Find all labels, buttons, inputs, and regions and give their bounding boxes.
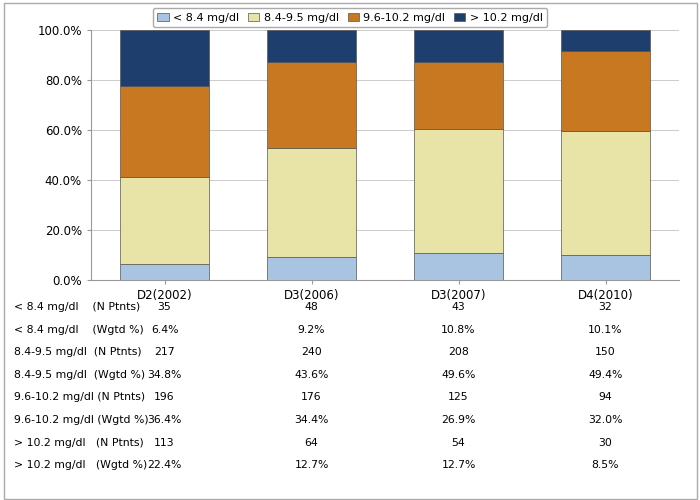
Bar — [414, 62, 503, 129]
Text: < 8.4 mg/dl    (Wgtd %): < 8.4 mg/dl (Wgtd %) — [14, 325, 144, 335]
Text: 64: 64 — [304, 438, 318, 448]
Text: 22.4%: 22.4% — [147, 460, 182, 470]
Text: 12.7%: 12.7% — [441, 460, 476, 470]
Bar — [414, 253, 503, 280]
Text: 240: 240 — [301, 348, 322, 358]
Text: 8.5%: 8.5% — [592, 460, 620, 470]
Bar — [120, 86, 209, 177]
Text: 176: 176 — [301, 392, 322, 402]
Text: 54: 54 — [452, 438, 466, 448]
Text: 32.0%: 32.0% — [588, 415, 623, 425]
Text: 32: 32 — [598, 302, 612, 312]
Bar — [561, 30, 650, 52]
Bar — [561, 131, 650, 255]
Bar — [414, 30, 503, 62]
Text: 36.4%: 36.4% — [147, 415, 182, 425]
Text: 48: 48 — [304, 302, 318, 312]
Bar — [267, 30, 356, 62]
Text: 217: 217 — [154, 348, 175, 358]
Text: < 8.4 mg/dl    (N Ptnts): < 8.4 mg/dl (N Ptnts) — [14, 302, 140, 312]
Text: 150: 150 — [595, 348, 616, 358]
Text: 9.2%: 9.2% — [298, 325, 326, 335]
Text: 10.1%: 10.1% — [588, 325, 623, 335]
Text: > 10.2 mg/dl   (Wgtd %): > 10.2 mg/dl (Wgtd %) — [14, 460, 147, 470]
Bar — [120, 30, 209, 86]
Text: 30: 30 — [598, 438, 612, 448]
Text: 113: 113 — [154, 438, 175, 448]
Text: 6.4%: 6.4% — [150, 325, 178, 335]
Bar — [267, 257, 356, 280]
Bar — [120, 177, 209, 264]
Text: 9.6-10.2 mg/dl (Wgtd %): 9.6-10.2 mg/dl (Wgtd %) — [14, 415, 148, 425]
Text: 8.4-9.5 mg/dl  (N Ptnts): 8.4-9.5 mg/dl (N Ptnts) — [14, 348, 141, 358]
Text: 43: 43 — [452, 302, 466, 312]
Text: 26.9%: 26.9% — [441, 415, 476, 425]
Text: 208: 208 — [448, 348, 469, 358]
Bar — [267, 148, 356, 257]
Text: 8.4-9.5 mg/dl  (Wgtd %): 8.4-9.5 mg/dl (Wgtd %) — [14, 370, 145, 380]
Text: 35: 35 — [158, 302, 172, 312]
Text: 49.6%: 49.6% — [441, 370, 476, 380]
Bar — [120, 264, 209, 280]
Legend: < 8.4 mg/dl, 8.4-9.5 mg/dl, 9.6-10.2 mg/dl, > 10.2 mg/dl: < 8.4 mg/dl, 8.4-9.5 mg/dl, 9.6-10.2 mg/… — [153, 8, 547, 27]
Text: 10.8%: 10.8% — [441, 325, 476, 335]
Bar — [561, 255, 650, 280]
Text: 49.4%: 49.4% — [588, 370, 623, 380]
Bar — [414, 129, 503, 253]
Text: 9.6-10.2 mg/dl (N Ptnts): 9.6-10.2 mg/dl (N Ptnts) — [14, 392, 145, 402]
Bar — [561, 52, 650, 131]
Text: 34.8%: 34.8% — [147, 370, 182, 380]
Text: > 10.2 mg/dl   (N Ptnts): > 10.2 mg/dl (N Ptnts) — [14, 438, 144, 448]
Text: 12.7%: 12.7% — [294, 460, 329, 470]
Text: 34.4%: 34.4% — [294, 415, 329, 425]
Bar — [267, 62, 356, 148]
Text: 196: 196 — [154, 392, 175, 402]
Text: 94: 94 — [598, 392, 612, 402]
Text: 125: 125 — [448, 392, 469, 402]
Text: 43.6%: 43.6% — [294, 370, 329, 380]
